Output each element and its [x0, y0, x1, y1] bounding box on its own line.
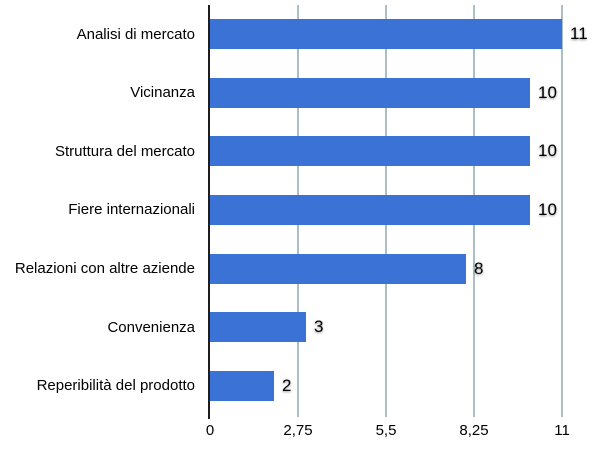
y-axis-line	[208, 5, 210, 419]
category-label-struttura-del-mercato: Struttura del mercato	[54, 142, 195, 160]
bar-analisi-di-mercato	[210, 19, 562, 50]
category-label-reperibilita-del-prodotto: Reperibilità del prodotto	[36, 377, 195, 395]
bar-vicinanza	[210, 77, 530, 108]
x-tick-label: 2,75	[283, 422, 313, 439]
value-label-fiere-internazionali: 10	[538, 200, 557, 219]
value-label-struttura-del-mercato: 10	[538, 141, 557, 161]
bar-reperibilita-del-prodotto	[210, 370, 274, 401]
category-labels: Analisi di mercato Vicinanza Struttura del…	[0, 5, 195, 415]
category-label-vicinanza: Vicinanza	[130, 84, 195, 102]
bar-relazioni-con-altre-aziende	[210, 253, 466, 284]
x-tick-label: 0	[205, 422, 215, 439]
value-label-analisi-di-mercato: 11	[570, 24, 588, 44]
x-axis: 0 2,75 5,5 8,25 11	[0, 422, 600, 444]
bar-struttura-del-mercato	[210, 136, 530, 167]
value-label-convenienza: 3	[314, 317, 324, 337]
plot-area: 11 10 10 10 8 3 2	[208, 5, 588, 419]
category-label-relazioni-con-altre-aziende: Relazioni con altre aziende	[14, 260, 195, 278]
bar-convenienza	[210, 312, 306, 343]
category-label-analisi-di-mercato: Analisi di mercato	[76, 25, 195, 43]
value-label-relazioni-con-altre-aziende: 8	[474, 258, 484, 278]
category-label-convenienza: Convenienza	[107, 318, 195, 336]
bar-fiere-internazionali	[210, 195, 530, 225]
gridline-11	[561, 5, 563, 417]
x-tick-label: 5,5	[375, 422, 397, 439]
value-label-vicinanza: 10	[538, 82, 557, 102]
category-label-fiere-internazionali: Fiere internazionali	[68, 201, 195, 219]
value-label-reperibilita-del-prodotto: 2	[282, 375, 292, 395]
x-tick-label: 8,25	[459, 422, 489, 439]
x-tick-label: 11	[554, 422, 570, 439]
